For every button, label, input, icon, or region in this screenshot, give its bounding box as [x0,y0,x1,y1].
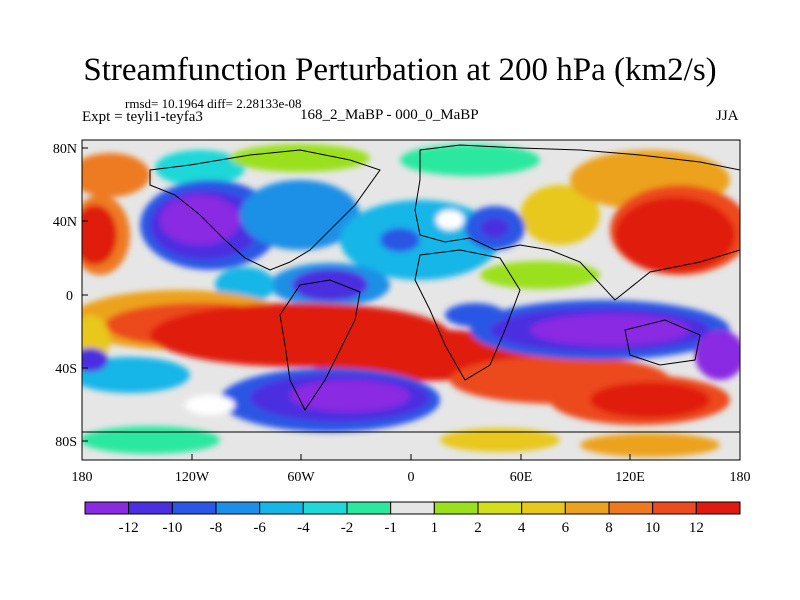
chart-title: Streamfunction Perturbation at 200 hPa (… [83,52,717,88]
colorbar-label: -12 [119,520,139,536]
colorbar-label: 8 [605,520,613,536]
colorbar [84,501,741,515]
y-tick-labels: 80N 40N 0 40S 80S [53,142,77,450]
colorbar-label: 6 [562,520,570,536]
colorbar-swatch [302,501,348,515]
y-tick-label: 0 [66,289,73,304]
colorbar-swatch [215,501,261,515]
colorbar-swatch [521,501,566,515]
difference-label: 168_2_MaBP - 000_0_MaBP [300,107,479,123]
colorbar-swatch [608,501,654,515]
x-tick-label: 60E [510,470,533,485]
colorbar-swatch [433,501,479,515]
colorbar-label: 2 [474,520,482,536]
axis-ticks [81,147,741,460]
colorbar-swatch [695,501,741,515]
colorbar-swatch [390,501,435,515]
x-tick-label: 180 [72,470,93,485]
x-tick-label: 0 [408,470,415,485]
colorbar-label: 10 [645,520,660,536]
x-tick-label: 180 [730,470,751,485]
colorbar-swatch [171,501,217,515]
colorbar-swatch [128,501,173,515]
colorbar-swatch [84,501,130,515]
season-label: JJA [716,108,739,124]
colorbar-label: -6 [253,520,266,536]
colorbar-label: -8 [210,520,223,536]
colorbar-swatch [652,501,697,515]
colorbar-swatch [477,501,523,515]
experiment-label: Expt = teyli1-teyfa3 [82,109,203,125]
x-tick-label: 60W [287,470,315,485]
colorbar-label: -2 [341,520,354,536]
colorbar-label: 12 [689,520,704,536]
colorbar-label: 4 [518,520,526,536]
x-tick-labels: 180 120W 60W 0 60E 120E 180 [72,470,751,485]
colorbar-swatch [564,501,610,515]
coastlines [82,144,740,433]
contour-field [82,140,740,460]
y-tick-label: 40S [55,362,77,377]
colorbar-label: -10 [162,520,182,536]
y-tick-label: 80S [55,435,77,450]
y-tick-label: 40N [53,215,77,230]
colorbar-swatch [346,501,392,515]
rmsd-stats: rmsd= 10.1964 diff= 2.28133e-08 [125,96,302,111]
colorbar-swatch [259,501,304,515]
x-tick-label: 120E [615,470,645,485]
colorbar-label: -4 [297,520,310,536]
colorbar-label: 1 [431,520,439,536]
colorbar-labels: -12 -10 -8 -6 -4 -2 -1 1 2 4 6 8 10 12 [119,520,704,536]
x-tick-label: 120W [175,470,210,485]
colorbar-label: -1 [384,520,397,536]
y-tick-label: 80N [53,142,77,157]
